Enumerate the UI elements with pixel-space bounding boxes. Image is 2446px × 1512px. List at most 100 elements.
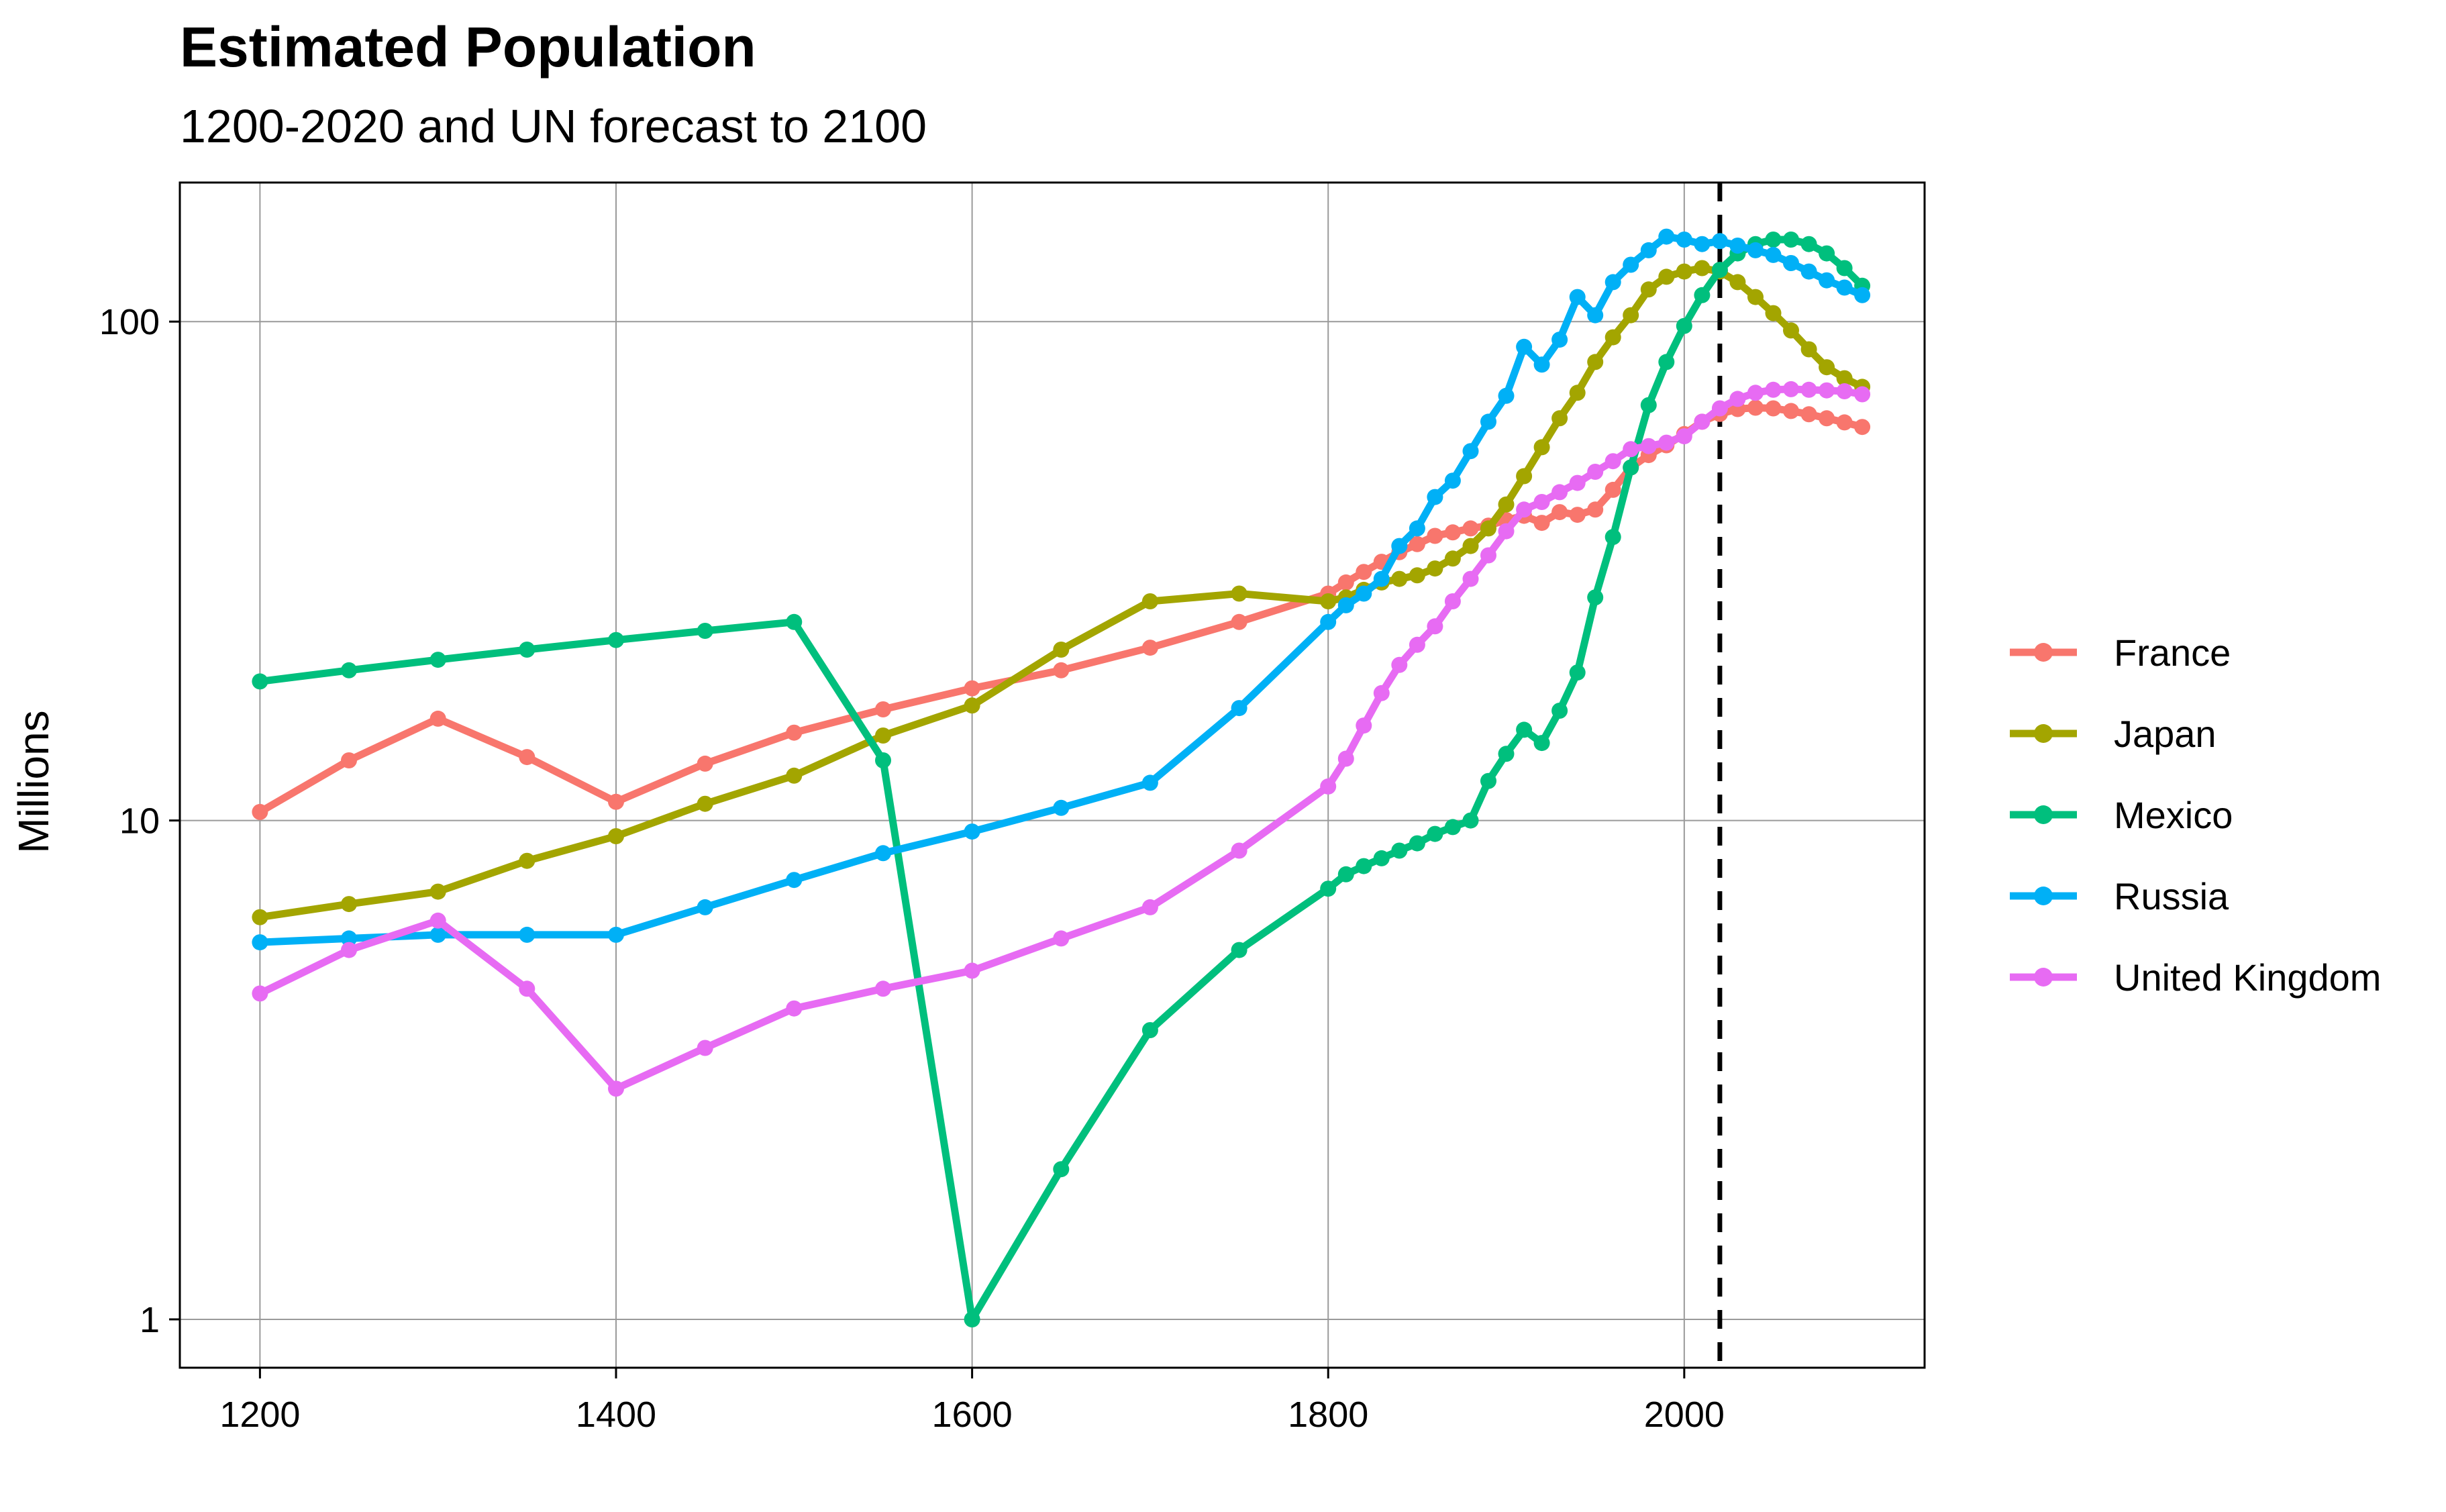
series-line — [256, 404, 1866, 816]
data-point — [519, 852, 536, 869]
data-point — [1783, 322, 1799, 339]
data-point — [1569, 289, 1586, 305]
legend-label: France — [2114, 632, 2231, 674]
data-point — [1516, 338, 1533, 355]
data-point — [1462, 538, 1479, 554]
data-point — [1587, 354, 1604, 370]
data-point — [1320, 613, 1337, 630]
data-point — [1569, 664, 1586, 681]
data-point — [1800, 263, 1817, 280]
series-united-kingdom — [252, 381, 1871, 1097]
data-point — [1765, 246, 1782, 263]
legend-item: United Kingdom — [2010, 956, 2381, 999]
data-point — [341, 752, 357, 768]
data-point — [1640, 242, 1657, 258]
data-point — [1391, 656, 1408, 673]
y-axis-title: Millions — [9, 710, 58, 853]
data-point — [1391, 538, 1408, 554]
data-point — [1587, 464, 1604, 480]
data-point — [1623, 307, 1639, 323]
data-point — [1516, 721, 1533, 738]
data-point — [1409, 520, 1425, 537]
legend: France Japan Mexico Russia United Kingdom — [2010, 632, 2381, 999]
data-point — [697, 755, 713, 772]
data-point — [1658, 354, 1675, 370]
data-point — [1141, 899, 1158, 915]
legend-swatch-point — [2034, 643, 2053, 662]
legend-item: Mexico — [2010, 794, 2233, 836]
data-point — [1533, 439, 1550, 456]
data-point — [1729, 391, 1746, 407]
legend-item: Russia — [2010, 875, 2229, 917]
data-point — [1604, 453, 1621, 470]
data-point — [1053, 1161, 1070, 1178]
data-point — [1836, 383, 1853, 399]
data-point — [1337, 866, 1354, 883]
data-point — [1783, 403, 1799, 419]
data-point — [786, 1000, 803, 1017]
data-point — [1569, 385, 1586, 401]
data-point — [1444, 472, 1461, 489]
data-point — [1498, 496, 1515, 513]
data-point — [964, 1311, 980, 1327]
y-tick-label: 100 — [99, 302, 160, 342]
data-point — [786, 613, 803, 630]
axes: 1200 1400 1600 1800 2000 1 10 100 — [99, 302, 1725, 1435]
data-point — [1462, 443, 1479, 460]
data-point — [1480, 413, 1496, 430]
legend-swatch-point — [2034, 805, 2053, 824]
data-point — [1747, 385, 1764, 401]
data-point — [1409, 567, 1425, 584]
chart-title: Estimated Population — [180, 15, 756, 79]
data-point — [429, 652, 446, 668]
data-point — [786, 767, 803, 784]
data-point — [1836, 279, 1853, 296]
data-point — [1800, 341, 1817, 358]
data-point — [1427, 618, 1443, 635]
data-point — [1409, 536, 1425, 552]
data-point — [1533, 356, 1550, 373]
data-point — [608, 793, 624, 810]
data-point — [1569, 474, 1586, 491]
series-mexico — [252, 232, 1871, 1327]
series-layer — [252, 228, 1871, 1327]
data-point — [519, 980, 536, 997]
data-point — [608, 632, 624, 648]
data-point — [1623, 256, 1639, 273]
chart-subtitle: 1200-2020 and UN forecast to 2100 — [180, 100, 927, 152]
data-point — [964, 697, 980, 714]
data-point — [1819, 410, 1835, 427]
data-point — [1640, 438, 1657, 454]
data-point — [875, 752, 891, 768]
data-point — [786, 724, 803, 741]
data-point — [429, 883, 446, 900]
data-point — [1765, 232, 1782, 248]
data-point — [1551, 484, 1568, 501]
legend-swatch-point — [2034, 724, 2053, 743]
data-point — [1533, 494, 1550, 510]
data-point — [1711, 262, 1728, 279]
data-point — [1658, 228, 1675, 245]
data-point — [429, 912, 446, 929]
data-point — [1765, 381, 1782, 398]
data-point — [1623, 459, 1639, 476]
legend-swatch-point — [2034, 887, 2053, 905]
data-point — [1711, 400, 1728, 417]
legend-item: France — [2010, 632, 2231, 674]
data-point — [1854, 287, 1871, 303]
data-point — [1640, 397, 1657, 413]
data-point — [697, 1040, 713, 1056]
data-point — [1391, 842, 1408, 859]
data-point — [519, 642, 536, 658]
data-point — [1444, 593, 1461, 609]
data-point — [1516, 468, 1533, 485]
data-point — [429, 710, 446, 727]
x-tick-label: 1400 — [576, 1395, 656, 1435]
data-point — [1747, 242, 1764, 258]
data-point — [1658, 434, 1675, 451]
data-point — [252, 673, 268, 690]
data-point — [1604, 529, 1621, 546]
data-point — [1711, 233, 1728, 250]
data-point — [1516, 501, 1533, 518]
data-point — [1427, 825, 1443, 842]
